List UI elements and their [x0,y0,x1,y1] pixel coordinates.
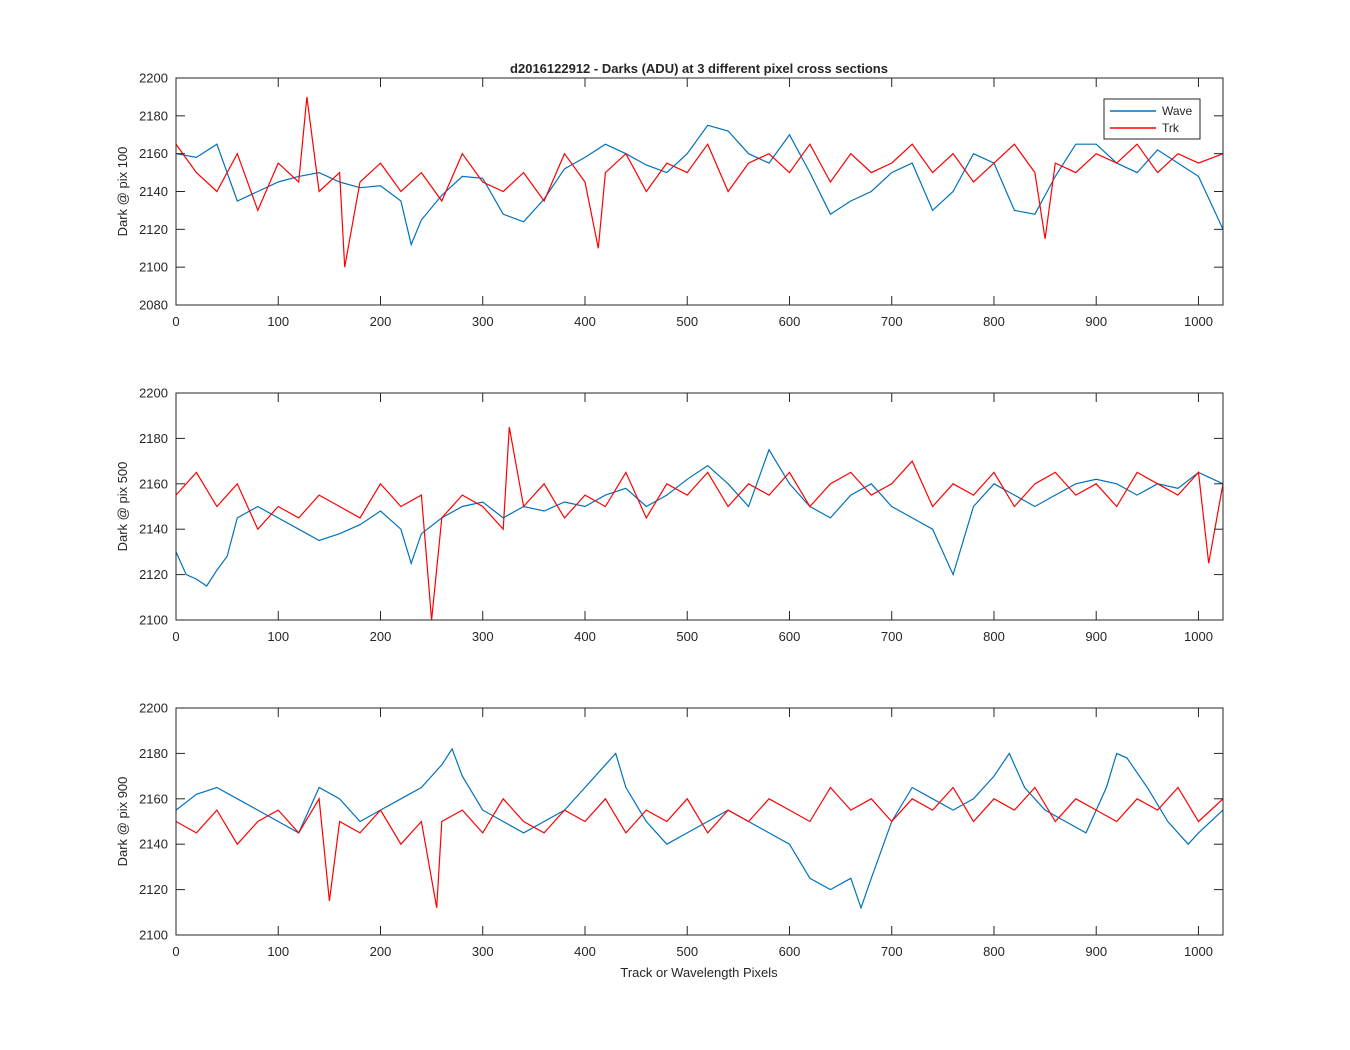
x-tick-label: 800 [983,314,1005,329]
x-tick-label: 100 [267,314,289,329]
panel-1: 0 100 200 300 400 500 600 700 800 900 1000 2080 2100… [115,71,1224,329]
x-tick-label: 800 [983,629,1005,644]
y-tick-label: 2180 [139,746,168,761]
legend: Wave Trk [1103,98,1201,140]
x-tick-label: 1000 [1184,629,1213,644]
x-tick-label: 700 [881,629,903,644]
axes-box-panel-2 [175,392,1224,621]
x-tick-label: 200 [370,314,392,329]
y-tick-label: 2140 [139,184,168,199]
y-tick-label: 2200 [139,701,168,716]
y-tick-label: 2100 [139,613,168,628]
x-tick-label: 0 [172,629,179,644]
series-line-trk-panel-2 [176,426,1223,620]
legend-box [1103,98,1201,140]
x-tick-label: 400 [574,314,596,329]
panels: 0 100 200 300 400 500 600 700 800 900 100020802100… [115,71,1224,959]
x-tick-label: 900 [1085,314,1107,329]
x-tick-label: 1000 [1184,944,1213,959]
y-axis-label-panel-1: Dark @ pix 100 [115,147,130,237]
y-tick-label: 2120 [139,222,168,237]
y-tick-label: 2080 [139,298,168,313]
x-tick-label: 400 [574,944,596,959]
y-tick-label: 2100 [139,928,168,943]
x-tick-label: 500 [676,629,698,644]
x-tick-label: 1000 [1184,314,1213,329]
x-tick-label: 600 [779,944,801,959]
x-tick-label: 0 [172,314,179,329]
series-line-wave-panel-1 [176,124,1223,247]
panel-3: 0 100 200 300 400 500 600 700 800 900 1000 2100 2120… [115,701,1224,959]
axes-box-panel-3 [175,707,1224,936]
series-line-trk-panel-3 [176,786,1223,908]
x-tick-label: 800 [983,944,1005,959]
x-tick-label: 700 [881,944,903,959]
y-axis-label-panel-3: Dark @ pix 900 [115,777,130,867]
x-tick-label: 200 [370,629,392,644]
x-tick-label: 500 [676,314,698,329]
y-tick-label: 2120 [139,882,168,897]
x-tick-label: 100 [267,944,289,959]
x-tick-label: 400 [574,629,596,644]
x-tick-label: 100 [267,629,289,644]
x-tick-label: 900 [1085,629,1107,644]
x-tick-label: 0 [172,944,179,959]
y-tick-label: 2200 [139,71,168,86]
x-tick-label: 300 [472,944,494,959]
x-tick-label: 600 [779,314,801,329]
y-tick-label: 2160 [139,791,168,806]
figure-title: d2016122912 - Darks (ADU) at 3 different… [510,61,888,76]
y-tick-label: 2100 [139,260,168,275]
y-tick-label: 2140 [139,522,168,537]
y-tick-label: 2180 [139,108,168,123]
y-axis-label-panel-2: Dark @ pix 500 [115,462,130,552]
y-tick-label: 2140 [139,837,168,852]
legend-label-wave: Wave [1162,104,1193,118]
y-tick-label: 2160 [139,146,168,161]
x-tick-label: 900 [1085,944,1107,959]
y-tick-label: 2160 [139,476,168,491]
y-tick-label: 2180 [139,431,168,446]
x-axis-label: Track or Wavelength Pixels [620,965,778,980]
x-tick-label: 300 [472,314,494,329]
series-line-trk-panel-1 [176,96,1223,268]
x-tick-label: 700 [881,314,903,329]
x-tick-label: 600 [779,629,801,644]
y-tick-label: 2200 [139,386,168,401]
y-tick-label: 2120 [139,567,168,582]
x-tick-label: 500 [676,944,698,959]
x-tick-label: 200 [370,944,392,959]
x-tick-label: 300 [472,629,494,644]
legend-label-trk: Trk [1162,121,1180,135]
panel-2: 0 100 200 300 400 500 600 700 800 900 1000 2100 2120… [115,386,1224,644]
